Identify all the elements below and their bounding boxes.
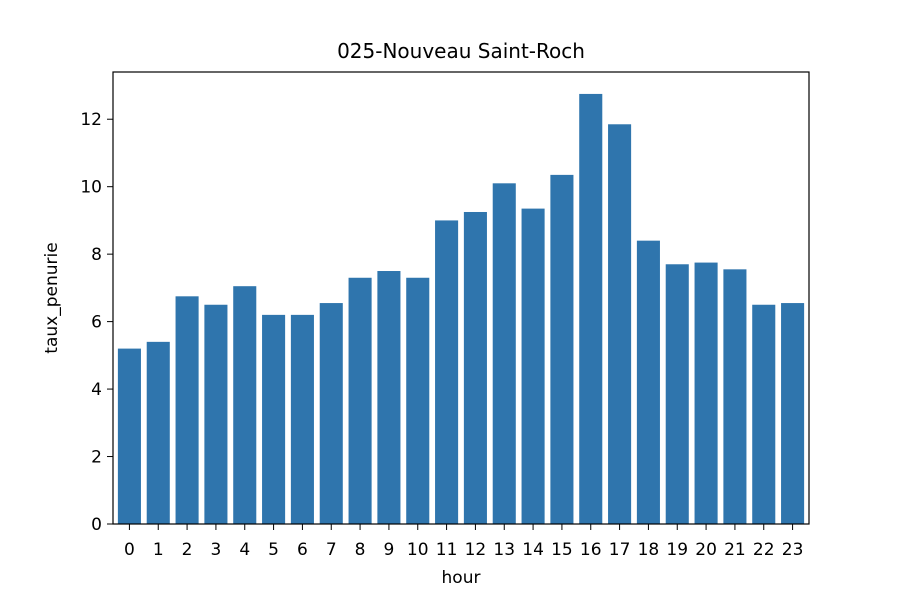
x-tick-label: 17 — [609, 540, 631, 560]
bar-hour-7 — [319, 303, 343, 524]
bar-hour-13 — [492, 183, 516, 524]
plot-frame — [112, 71, 810, 525]
bar-hour-19 — [665, 264, 689, 524]
bar-hour-11 — [435, 220, 459, 525]
bar-hour-17 — [608, 124, 632, 524]
bar-hour-14 — [521, 208, 545, 525]
bar-hour-12 — [463, 211, 487, 525]
x-tick-label: 22 — [753, 540, 775, 560]
x-tick-label: 8 — [355, 540, 366, 560]
bar-hour-9 — [377, 271, 401, 524]
x-tick-label: 10 — [407, 540, 429, 560]
x-tick-label: 2 — [182, 540, 193, 560]
bars-layer — [117, 93, 805, 525]
y-tick-label: 4 — [91, 380, 102, 400]
y-tick-label: 0 — [91, 515, 102, 535]
bar-hour-22 — [752, 304, 776, 524]
y-tick-label: 2 — [91, 448, 102, 468]
y-axis: 0 2 4 6 8 10 12 — [80, 110, 113, 535]
y-tick-label: 10 — [80, 178, 102, 198]
bar-hour-0 — [117, 348, 141, 524]
x-tick-label: 0 — [124, 540, 135, 560]
x-tick-label: 1 — [153, 540, 164, 560]
x-tick-label: 23 — [782, 540, 804, 560]
x-tick-label: 3 — [211, 540, 222, 560]
bar-hour-3 — [204, 304, 228, 524]
x-tick-label: 20 — [695, 540, 717, 560]
bar-hour-8 — [348, 277, 372, 524]
y-axis-title: taux_penurie — [42, 242, 62, 353]
x-tick-label: 7 — [326, 540, 337, 560]
x-tick-label: 13 — [493, 540, 515, 560]
bar-hour-15 — [550, 174, 574, 524]
y-tick-label: 6 — [91, 313, 102, 333]
bar-hour-23 — [781, 303, 805, 524]
x-axis: 0 1 2 3 4 5 6 7 8 9 10 11 12 13 14 15 16 17 18 19 20 21 22 23 — [124, 524, 803, 560]
x-axis-title: hour — [442, 568, 481, 588]
y-tick-label: 12 — [80, 110, 102, 130]
x-tick-label: 12 — [465, 540, 487, 560]
bar-hour-10 — [406, 277, 430, 524]
bar-hour-1 — [146, 341, 170, 524]
x-tick-label: 9 — [384, 540, 395, 560]
bar-hour-18 — [636, 240, 660, 524]
bar-hour-6 — [290, 314, 314, 524]
x-tick-label: 18 — [638, 540, 660, 560]
x-tick-label: 16 — [580, 540, 602, 560]
chart-title: 025-Nouveau Saint-Roch — [337, 39, 585, 63]
x-tick-label: 14 — [522, 540, 544, 560]
x-tick-label: 11 — [436, 540, 458, 560]
x-tick-label: 15 — [551, 540, 573, 560]
x-tick-label: 6 — [297, 540, 308, 560]
bar-hour-5 — [262, 314, 286, 524]
bar-hour-16 — [579, 93, 603, 525]
bar-hour-20 — [694, 262, 718, 524]
bar-hour-2 — [175, 296, 199, 524]
bar-hour-21 — [723, 269, 747, 524]
bar-hour-4 — [233, 286, 257, 524]
x-tick-label: 4 — [239, 540, 250, 560]
x-tick-label: 21 — [724, 540, 746, 560]
x-tick-label: 19 — [666, 540, 688, 560]
y-tick-label: 8 — [91, 245, 102, 265]
x-tick-label: 5 — [268, 540, 279, 560]
